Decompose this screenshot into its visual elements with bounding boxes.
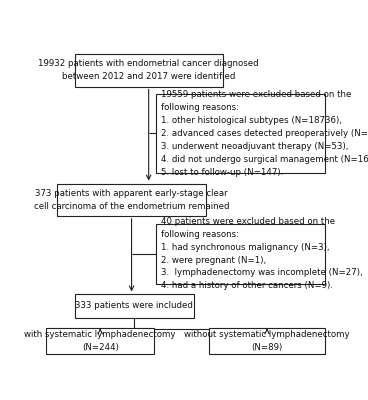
Bar: [156, 224, 325, 284]
Text: 19559 patients were excluded based on the
following reasons:
1. other histologic: 19559 patients were excluded based on th…: [161, 90, 368, 176]
Text: 19932 patients with endometrial cancer diagnosed
between 2012 and 2017 were iden: 19932 patients with endometrial cancer d…: [38, 60, 259, 81]
Bar: [57, 184, 206, 216]
Bar: [209, 328, 325, 354]
Text: 373 patients with apparent early-stage clear
cell carcinoma of the endometrium r: 373 patients with apparent early-stage c…: [34, 189, 229, 211]
Text: with systematic lymphadenectomy
(N=244): with systematic lymphadenectomy (N=244): [24, 330, 176, 352]
Text: 40 patients were excluded based on the
following reasons:
1. had synchronous mal: 40 patients were excluded based on the f…: [161, 217, 362, 290]
Bar: [74, 54, 223, 86]
Bar: [156, 94, 325, 173]
Text: without systematic lymphadenectomy
(N=89): without systematic lymphadenectomy (N=89…: [184, 330, 350, 352]
Text: 333 patients were included: 333 patients were included: [75, 302, 193, 310]
Bar: [74, 294, 194, 318]
Bar: [46, 328, 154, 354]
